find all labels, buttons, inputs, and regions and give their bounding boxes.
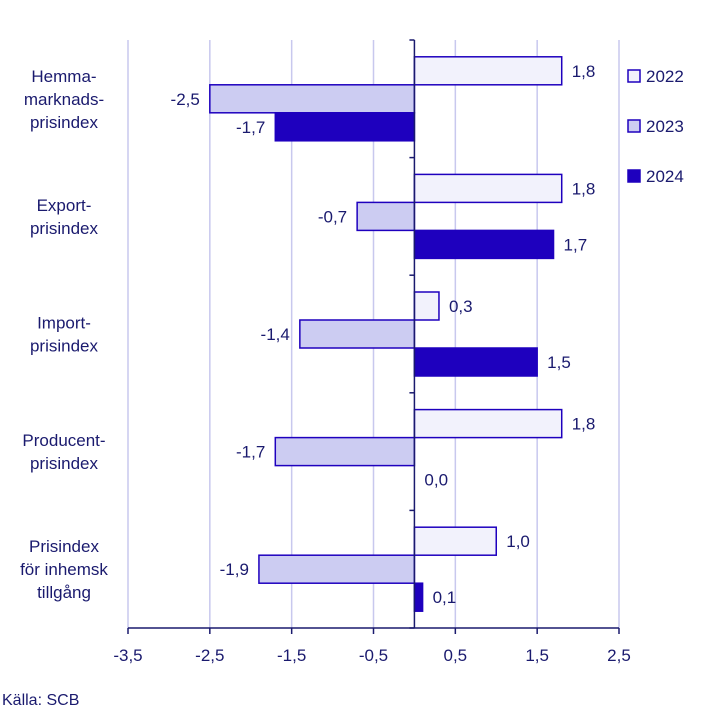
data-label: -1,9	[220, 560, 249, 579]
bar-2024	[274, 112, 416, 142]
source-note: Källa: SCB	[2, 692, 80, 709]
category-label-line: marknads-	[24, 90, 104, 109]
bar-2024	[413, 229, 555, 260]
category-label: Producent-prisindex	[22, 431, 105, 473]
legend-swatch-2024	[627, 169, 641, 183]
bar-2024	[413, 582, 424, 612]
category-label-line: Export-	[37, 196, 92, 215]
bar-2022	[413, 526, 497, 556]
x-tick-label: 1,5	[525, 646, 549, 665]
category-label: Hemma-marknads-prisindex	[24, 67, 104, 132]
x-tick-label: -1,5	[277, 646, 306, 665]
legend-swatch-2023	[627, 119, 641, 133]
data-label: -1,7	[236, 118, 265, 137]
legend-label: 2023	[646, 117, 684, 136]
bar-2022	[413, 291, 440, 321]
x-tick-label: 2,5	[607, 646, 631, 665]
category-label-line: för inhemsk	[20, 560, 108, 579]
data-label: 0,1	[433, 588, 457, 607]
data-label: 0,0	[424, 471, 448, 490]
legend-label: 2022	[646, 67, 684, 86]
legend-label: 2024	[646, 167, 684, 186]
bar-2022	[413, 173, 563, 204]
bar-2023	[356, 201, 416, 232]
x-tick-label: -0,5	[359, 646, 388, 665]
category-label: Export-prisindex	[30, 196, 99, 238]
x-tick-label: -3,5	[113, 646, 142, 665]
bar-chart: -3,5 -2,5 -1,5 -0,5 0,5 1,5 2,5 1,8 -2,5 -1,7 Hemm…	[20, 39, 684, 665]
bar-2022	[413, 56, 563, 86]
category-label-line: Hemma-	[31, 67, 96, 86]
category-label-line: prisindex	[30, 219, 99, 238]
category-label-line: Import-	[37, 314, 91, 333]
data-label: -1,7	[236, 443, 265, 462]
bar-2022	[413, 408, 563, 439]
bar-2023	[209, 84, 416, 114]
data-label: 1,7	[564, 235, 588, 254]
category-label: Import-prisindex	[30, 314, 99, 356]
bar-2023	[274, 436, 416, 467]
x-tick-label: 0,5	[444, 646, 468, 665]
data-label: 1,0	[506, 532, 530, 551]
category-label-line: prisindex	[30, 113, 99, 132]
bar-2023	[299, 319, 416, 349]
category-label-line: Producent-	[22, 431, 105, 450]
bar-2024	[413, 347, 538, 377]
data-label: 0,3	[449, 297, 473, 316]
data-label: 1,5	[547, 353, 571, 372]
category-label: Prisindex för inhemsk tillgång	[20, 537, 108, 602]
legend-swatch-2022	[627, 69, 641, 83]
data-label: -2,5	[171, 90, 200, 109]
data-label: 1,8	[572, 62, 596, 81]
category-label-line: prisindex	[30, 454, 99, 473]
category-label-line: prisindex	[30, 337, 99, 356]
data-label: -1,4	[261, 325, 290, 344]
data-label: 1,8	[572, 179, 596, 198]
data-label: 1,8	[572, 415, 596, 434]
x-tick-label: -2,5	[195, 646, 224, 665]
bar-2023	[258, 554, 416, 584]
data-label: -0,7	[318, 207, 347, 226]
category-label-line: tillgång	[37, 583, 91, 602]
category-label-line: Prisindex	[29, 537, 99, 556]
